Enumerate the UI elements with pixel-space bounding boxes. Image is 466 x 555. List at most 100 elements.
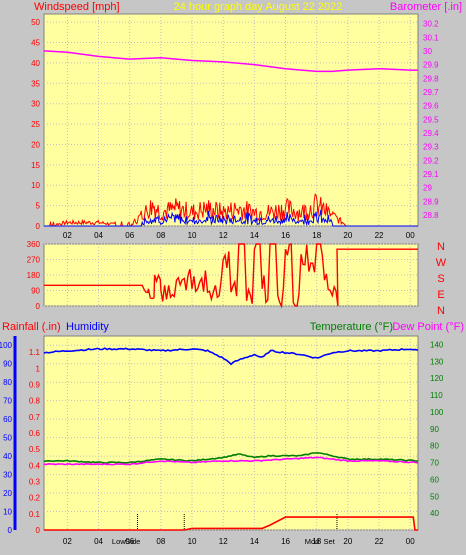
bottom-x-tick-label: 10 <box>188 537 197 546</box>
top-right-tick-label: 29.3 <box>423 143 439 152</box>
temperature-tick-label: 130 <box>430 357 444 366</box>
humidity-tick-label: 20 <box>3 489 12 498</box>
top-x-tick-label: 16 <box>281 231 290 240</box>
bottom-x-tick-label: 08 <box>156 537 165 546</box>
windspeed-axis-title: Windspeed [mph] <box>34 1 120 13</box>
temperature-tick-label: 100 <box>430 408 444 417</box>
top-right-tick-label: 30.2 <box>423 20 439 29</box>
top-right-tick-label: 30.1 <box>423 33 439 42</box>
humidity-tick-label: 0 <box>8 526 13 535</box>
rainfall-tick-label: 1.1 <box>29 348 41 357</box>
top-left-tick-label: 15 <box>31 161 40 170</box>
dewpoint-series-line <box>43 456 419 466</box>
bottom-x-tick-label: 00 <box>406 537 415 546</box>
humidity-tick-label: 90 <box>3 360 12 369</box>
top-right-tick-label: 29.9 <box>423 61 439 70</box>
dir-left-tick-label: 180 <box>27 271 41 280</box>
rainfall-axis-title: Rainfall (.in) <box>2 321 61 333</box>
rainfall-tick-label: 0.1 <box>29 510 41 519</box>
top-right-tick-label: 29.1 <box>423 170 439 179</box>
bottom-x-tick-label: 14 <box>250 537 259 546</box>
rainfall-tick-label: 0.4 <box>29 461 41 470</box>
bottom-x-tick-label: 20 <box>343 537 352 546</box>
wind-barometer-plot-area <box>43 13 419 227</box>
top-left-tick-label: 35 <box>31 79 40 88</box>
humidity-tick-label: 70 <box>3 397 12 406</box>
top-x-tick-label: 20 <box>343 231 352 240</box>
humidity-tick-label: 80 <box>3 378 12 387</box>
top-x-tick-label: 02 <box>63 231 72 240</box>
compass-letter: E <box>437 289 444 301</box>
temperature-tick-label: 120 <box>430 374 444 383</box>
rainfall-tick-label: 1 <box>36 364 41 373</box>
humidity-series-line <box>43 347 419 366</box>
top-right-tick-label: 29 <box>423 184 432 193</box>
top-x-tick-label: 04 <box>94 231 103 240</box>
top-x-tick-label: 10 <box>188 231 197 240</box>
top-right-tick-label: 29.4 <box>423 129 439 138</box>
humidity-tick-label: 40 <box>3 452 12 461</box>
sun-moon-annotation: Low <box>112 537 126 546</box>
top-right-tick-label: 29.2 <box>423 156 439 165</box>
temperature-axis-title: Temperature (°F) <box>310 321 393 333</box>
bottom-x-tick-label: 12 <box>219 537 228 546</box>
temperature-tick-label: 70 <box>430 459 439 468</box>
humidity-tick-label: 10 <box>3 508 12 517</box>
temperature-tick-label: 90 <box>430 425 439 434</box>
wind-gust-series-line <box>44 209 418 227</box>
rainfall-tick-label: 0.5 <box>29 445 41 454</box>
compass-letter: N <box>437 241 445 253</box>
bottom-x-tick-label: 04 <box>94 537 103 546</box>
top-right-tick-label: 29.8 <box>423 74 439 83</box>
wind-barometer-chart: 0 5 10 15 20 25 30 35 40 45 50 28.8 28.9 29 29.1 29.2 29… <box>31 14 439 240</box>
temperature-tick-label: 40 <box>430 509 439 518</box>
rainfall-tick-label: 0.8 <box>29 397 41 406</box>
top-right-tick-label: 28.9 <box>423 197 439 206</box>
rainfall-series-line <box>44 516 418 531</box>
top-right-tick-label: 29.5 <box>423 115 439 124</box>
temperature-tick-label: 80 <box>430 442 439 451</box>
rainfall-tick-label: 0.3 <box>29 478 41 487</box>
sun-moon-annotation: Mod <box>305 537 320 546</box>
bottom-x-tick-label: 16 <box>281 537 290 546</box>
temperature-series-line <box>43 452 418 464</box>
top-x-tick-label: 22 <box>375 231 384 240</box>
top-left-tick-label: 20 <box>31 140 40 149</box>
sun-moon-annotation: Set <box>324 537 336 546</box>
dir-left-tick-label: 360 <box>27 240 41 249</box>
temperature-tick-label: 110 <box>430 391 443 400</box>
bottom-x-tick-label: 02 <box>63 537 72 546</box>
rainfall-tick-label: 0.2 <box>29 494 41 503</box>
humidity-axis-title: Humidity <box>66 321 109 333</box>
rainfall-tick-label: 0.9 <box>29 381 41 390</box>
compass-letter: W <box>436 257 447 269</box>
top-x-tick-label: 06 <box>125 231 134 240</box>
wind-direction-chart: 0 90 180 270 360 <box>27 240 418 311</box>
temperature-tick-label: 140 <box>430 340 444 349</box>
bottom-x-tick-label: 06 <box>125 537 134 546</box>
top-right-tick-label: 30 <box>423 47 432 56</box>
barometer-series-line <box>43 50 418 73</box>
rainfall-tick-label: 0.6 <box>29 429 41 438</box>
top-left-tick-label: 0 <box>36 222 41 231</box>
wind-direction-series-line <box>44 243 418 309</box>
top-left-tick-label: 5 <box>36 202 41 211</box>
top-right-tick-label: 29.7 <box>423 88 439 97</box>
rain-humidity-temperature-plot-area <box>43 335 419 531</box>
top-x-tick-label: 08 <box>156 231 165 240</box>
top-x-tick-label: 00 <box>406 231 415 240</box>
dewpoint-axis-title: Dew Point (°F) <box>392 321 464 333</box>
humidity-tick-label: 50 <box>3 434 12 443</box>
humidity-tick-label: 100 <box>0 341 13 350</box>
top-left-tick-label: 50 <box>31 18 40 27</box>
top-right-tick-label: 29.6 <box>423 102 439 111</box>
bottom-x-tick-label: 18 <box>312 537 321 546</box>
dir-left-tick-label: 270 <box>27 256 41 265</box>
compass-letter: S <box>437 273 444 285</box>
top-right-tick-label: 28.8 <box>423 211 439 220</box>
top-x-tick-label: 12 <box>219 231 228 240</box>
dir-left-tick-label: 90 <box>31 287 40 296</box>
